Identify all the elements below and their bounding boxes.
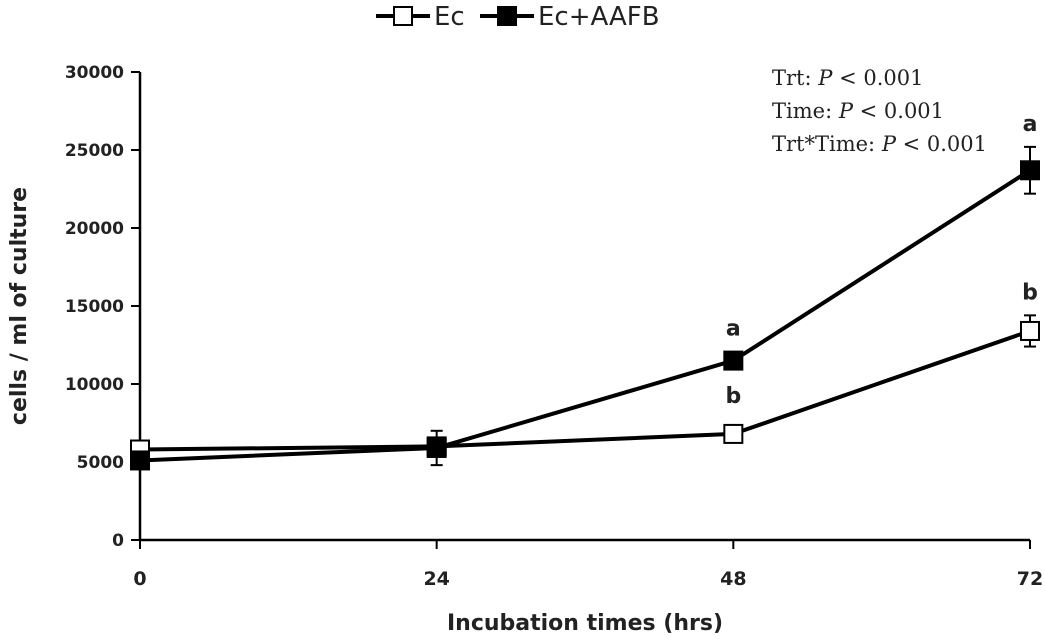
stat-line: Trt: P < 0.001: [772, 66, 923, 90]
legend-swatch-marker: [393, 6, 413, 26]
data-point: [723, 350, 744, 371]
data-point: [130, 450, 150, 471]
significance-letter: a: [726, 317, 741, 342]
data-point: [426, 437, 447, 458]
stats-annotation: Trt: P < 0.001 Time: P < 0.001 Trt*Time: P…: [772, 66, 987, 156]
legend-label: Ec: [434, 2, 465, 32]
y-ticks: 0 5000 10000 15000 20000 25000 30000: [65, 63, 140, 551]
x-tick-label: 0: [133, 568, 146, 590]
legend-item-Ec: Ec: [376, 2, 465, 32]
series-Ec+AAFB: aa: [130, 112, 1040, 471]
y-tick-label: 30000: [65, 63, 124, 83]
x-tick-label: 24: [423, 568, 449, 590]
y-axis-label: cells / ml of culture: [7, 187, 32, 425]
y-tick-label: 0: [112, 531, 124, 551]
data-point: [1020, 320, 1040, 341]
stat-line: Trt*Time: P < 0.001: [772, 132, 987, 156]
x-ticks: 0 24 48 72: [133, 540, 1043, 590]
series-line: [139, 329, 1031, 452]
significance-letter: a: [1023, 112, 1038, 137]
data-point: [1020, 160, 1040, 181]
y-tick-label: 5000: [77, 453, 124, 473]
legend-label: Ec+AAFB: [538, 2, 660, 32]
stat-line: Time: P < 0.001: [772, 99, 944, 123]
legend-swatch-marker: [497, 6, 517, 26]
data-point: [723, 423, 744, 444]
x-tick-label: 72: [1017, 568, 1043, 590]
x-tick-label: 48: [720, 568, 746, 590]
legend-item-Ec+AAFB: Ec+AAFB: [480, 2, 660, 32]
y-tick-label: 20000: [65, 219, 124, 239]
series-Ec: bb: [130, 280, 1040, 460]
y-tick-label: 10000: [65, 375, 124, 395]
significance-letter: b: [1022, 280, 1038, 305]
legend: Ec Ec+AAFB: [376, 2, 660, 32]
series-line: [139, 168, 1032, 463]
x-axis-label: Incubation times (hrs): [447, 611, 723, 636]
y-tick-label: 15000: [65, 297, 124, 317]
y-tick-label: 25000: [65, 141, 124, 161]
significance-letter: b: [725, 384, 741, 409]
